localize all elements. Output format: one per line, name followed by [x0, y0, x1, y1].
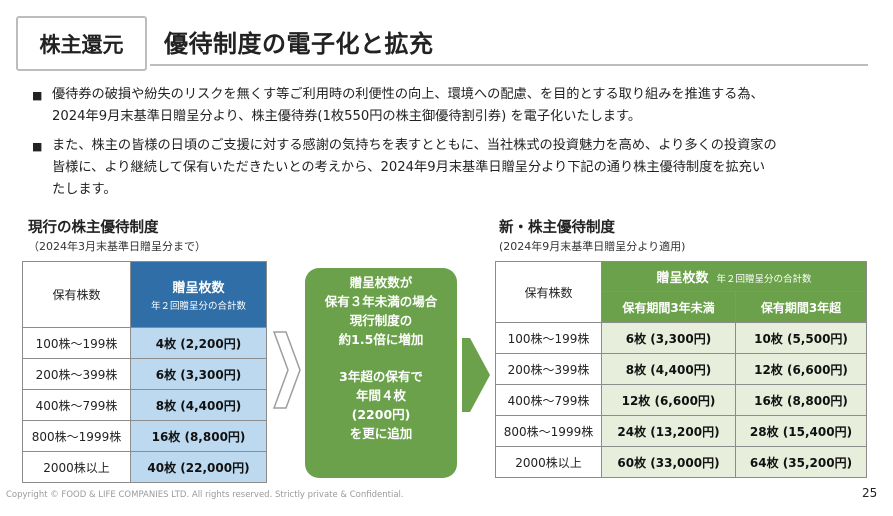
- table-row: 100株～199株 6枚 (3,300円) 10枚 (5,500円): [495, 322, 867, 354]
- table-row: 800株～1999株 16枚 (8,800円): [22, 420, 267, 452]
- shares-cell: 400株～799株: [22, 389, 131, 421]
- col-header-holdings: 保有株数: [22, 261, 131, 328]
- shares-cell: 200株～399株: [495, 353, 602, 385]
- summary-line: 年間４枚: [355, 388, 406, 403]
- col-header-tickets-label: 贈呈枚数: [172, 281, 225, 296]
- new-plan-title: 新・株主優待制度: [499, 220, 615, 236]
- under3-cell: 6枚 (3,300円): [601, 322, 736, 354]
- over3-cell: 10枚 (5,500円): [735, 322, 867, 354]
- current-plan-subtitle: （2024年3月末基準日贈呈分まで）: [28, 240, 206, 253]
- over3-cell: 16枚 (8,800円): [735, 384, 867, 416]
- title-divider: [150, 64, 868, 66]
- bullet-square-icon: ■: [32, 140, 43, 153]
- summary-line: 約1.5倍に増加: [338, 332, 424, 347]
- tickets-cell: 8枚 (4,400円): [130, 389, 267, 421]
- col-header-tickets-note: 年２回贈呈分の合計数: [150, 301, 246, 312]
- shares-cell: 200株～399株: [22, 358, 131, 390]
- shares-cell: 400株～799株: [495, 384, 602, 416]
- bullet-paragraph-2: ■ また、株主の皆様の日頃のご支援に対する感謝の気持ちを表すとともに、当社株式の…: [32, 135, 872, 201]
- table-row: 2000株以上 40枚 (22,000円): [22, 451, 267, 483]
- table-row: 400株～799株 8枚 (4,400円): [22, 389, 267, 421]
- shares-cell: 100株～199株: [495, 322, 602, 354]
- under3-cell: 8枚 (4,400円): [601, 353, 736, 385]
- summary-line: 現行制度の: [349, 313, 413, 328]
- col-header-tickets-label: 贈呈枚数: [656, 271, 709, 286]
- over3-cell: 12枚 (6,600円): [735, 353, 867, 385]
- bullet-line: 皆様に、より継続して保有いただきたいとの考えから、2024年9月末基準日贈呈分よ…: [52, 160, 766, 175]
- under3-cell: 60枚 (33,000円): [601, 446, 736, 478]
- col-header-tickets: 贈呈枚数 年２回贈呈分の合計数: [601, 261, 867, 292]
- shares-cell: 100株～199株: [22, 327, 131, 359]
- under3-cell: 24枚 (13,200円): [601, 415, 736, 447]
- col-header-holdings: 保有株数: [495, 261, 602, 323]
- copyright-notice: Copyright © FOOD & LIFE COMPANIES LTD. A…: [6, 490, 404, 500]
- table-row: 800株～1999株 24枚 (13,200円) 28枚 (15,400円): [495, 415, 867, 447]
- bullet-line: 2024年9月末基準日贈呈分より、株主優待券(1枚550円の株主御優待割引券) …: [52, 109, 642, 124]
- bullet-line: 優待券の破損や紛失のリスクを無くす等ご利用時の利便性の向上、環境への配慮、を目的…: [52, 87, 764, 102]
- current-plan-title: 現行の株主優待制度: [28, 220, 159, 236]
- table-row: 100株～199株 4枚 (2,200円): [22, 327, 267, 359]
- col-header-tickets: 贈呈枚数 年２回贈呈分の合計数: [130, 261, 267, 328]
- chevron-right-filled-icon: [462, 338, 490, 412]
- tickets-cell: 6枚 (3,300円): [130, 358, 267, 390]
- tickets-cell: 40枚 (22,000円): [130, 451, 267, 483]
- under3-cell: 12枚 (6,600円): [601, 384, 736, 416]
- bullet-line: また、株主の皆様の日頃のご支援に対する感謝の気持ちを表すとともに、当社株式の投資…: [52, 138, 777, 153]
- summary-line: 保有３年未満の場合: [324, 294, 438, 309]
- over3-cell: 64枚 (35,200円): [735, 446, 867, 478]
- table-row: 2000株以上 60枚 (33,000円) 64枚 (35,200円): [495, 446, 867, 478]
- col-header-over-3-years: 保有期間3年超: [735, 291, 867, 323]
- current-plan-table: 保有株数 贈呈枚数 年２回贈呈分の合計数 100株～199株 4枚 (2,200…: [22, 261, 267, 483]
- tickets-cell: 4枚 (2,200円): [130, 327, 267, 359]
- shares-cell: 2000株以上: [22, 451, 131, 483]
- shares-cell: 2000株以上: [495, 446, 602, 478]
- summary-line: 3年超の保有で: [339, 369, 423, 384]
- table-row: 200株～399株 6枚 (3,300円): [22, 358, 267, 390]
- tickets-cell: 16枚 (8,800円): [130, 420, 267, 452]
- bullet-paragraph-1: ■ 優待券の破損や紛失のリスクを無くす等ご利用時の利便性の向上、環境への配慮、を…: [32, 84, 872, 128]
- col-header-under-3-years: 保有期間3年未満: [601, 291, 736, 323]
- bullet-square-icon: ■: [32, 89, 43, 102]
- chevron-right-outline-icon: [272, 331, 301, 409]
- new-plan-table: 保有株数 贈呈枚数 年２回贈呈分の合計数 保有期間3年未満 保有期間3年超 100…: [495, 261, 867, 478]
- change-summary-box: 贈呈枚数が 保有３年未満の場合 現行制度の 約1.5倍に増加 3年超の保有で 年…: [305, 268, 457, 478]
- summary-line: を更に追加: [349, 426, 413, 441]
- new-plan-subtitle: (2024年9月末基準日贈呈分より適用): [499, 240, 686, 253]
- summary-line: (2200円): [351, 407, 411, 422]
- summary-spacer: [305, 349, 457, 367]
- bullet-line: たします。: [52, 182, 117, 197]
- section-tag: 株主還元: [16, 16, 147, 71]
- page-number: 25: [862, 486, 878, 500]
- col-header-tickets-note: 年２回贈呈分の合計数: [716, 274, 812, 285]
- table-row: 400株～799株 12枚 (6,600円) 16枚 (8,800円): [495, 384, 867, 416]
- over3-cell: 28枚 (15,400円): [735, 415, 867, 447]
- shares-cell: 800株～1999株: [495, 415, 602, 447]
- table-row: 200株～399株 8枚 (4,400円) 12枚 (6,600円): [495, 353, 867, 385]
- summary-line: 贈呈枚数が: [349, 275, 413, 290]
- shares-cell: 800株～1999株: [22, 420, 131, 452]
- page-title: 優待制度の電子化と拡充: [164, 30, 434, 58]
